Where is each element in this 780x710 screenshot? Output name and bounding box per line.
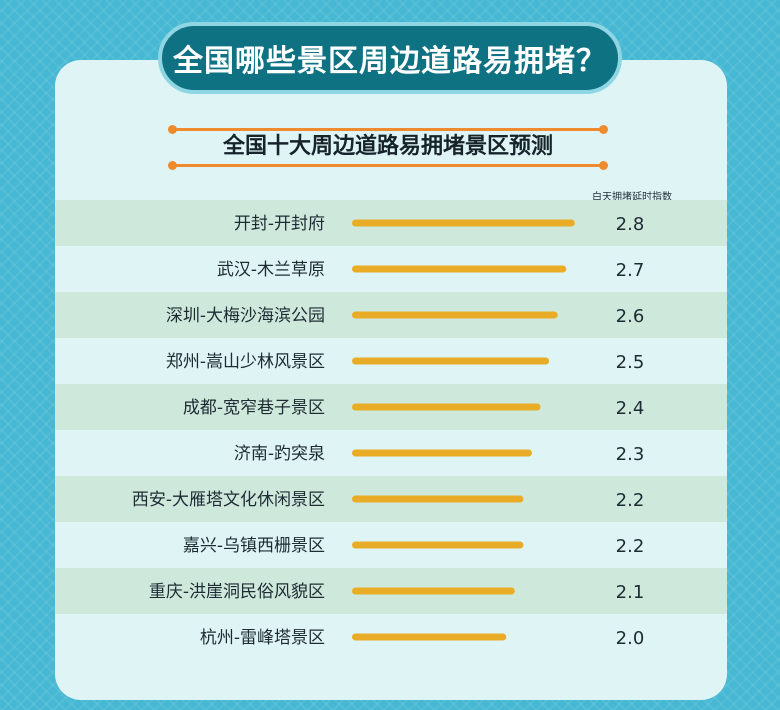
bar — [352, 357, 550, 365]
category-label: 嘉兴-乌镇西栅景区 — [183, 536, 325, 556]
category-label: 武汉-木兰草原 — [217, 260, 325, 280]
category-label: 杭州-雷峰塔景区 — [200, 628, 325, 648]
bar — [352, 495, 524, 503]
subtitle-banner: 全国十大周边道路易拥堵景区预测 — [168, 122, 608, 170]
bar-chart: 开封-开封府 2.8 武汉-木兰草原 2.7 深圳-大梅沙海滨公园 2.6 郑州-嵩山少林风… — [55, 200, 727, 649]
category-label: 济南-趵突泉 — [234, 444, 325, 464]
value-label: 2.2 — [616, 490, 645, 511]
value-label: 2.2 — [616, 536, 645, 557]
category-label: 重庆-洪崖洞民俗风貌区 — [149, 582, 325, 602]
bar — [352, 449, 532, 457]
value-label: 2.5 — [616, 352, 645, 373]
chart-subtitle: 全国十大周边道路易拥堵景区预测 — [222, 134, 553, 159]
value-label: 2.0 — [616, 628, 645, 649]
category-label: 西安-大雁塔文化休闲景区 — [132, 490, 325, 510]
category-label: 郑州-嵩山少林风景区 — [166, 352, 325, 372]
index-label: 白天拥堵延时指数 — [592, 192, 672, 203]
value-label: 2.3 — [616, 444, 645, 465]
rule-dot — [599, 161, 608, 170]
value-label: 2.6 — [616, 306, 645, 327]
main-title: 全国哪些景区周边道路易拥堵？ — [158, 22, 622, 94]
bar — [352, 311, 558, 319]
category-label: 开封-开封府 — [234, 214, 325, 234]
value-label: 2.7 — [616, 260, 645, 281]
category-label: 深圳-大梅沙海滨公园 — [166, 306, 325, 326]
value-label: 2.1 — [616, 582, 645, 603]
rule-dot — [168, 161, 177, 170]
subtitle-top-rule — [172, 128, 604, 131]
rule-dot — [599, 125, 608, 134]
bar — [352, 403, 541, 411]
bar — [352, 633, 507, 641]
value-label: 2.4 — [616, 398, 645, 419]
bar — [352, 265, 567, 273]
category-label: 成都-宽窄巷子景区 — [183, 398, 325, 418]
value-label: 2.8 — [616, 214, 645, 235]
bar — [352, 219, 575, 227]
bar — [352, 587, 515, 595]
bar — [352, 541, 524, 549]
rule-dot — [168, 125, 177, 134]
subtitle-bottom-rule — [172, 164, 604, 167]
